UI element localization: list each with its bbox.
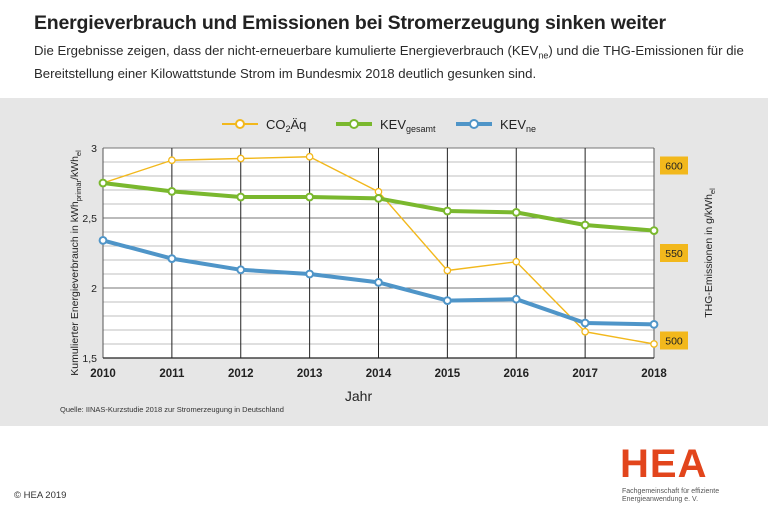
page-subtitle: Die Ergebnisse zeigen, dass der nicht-er…: [34, 42, 754, 83]
data-point: [98, 236, 108, 245]
legend-label: CO2Äq: [266, 117, 306, 134]
x-tick-label: 2016: [503, 368, 529, 380]
logo-tagline: Fachgemeinschaft für effiziente Energiea…: [622, 488, 720, 503]
data-point: [581, 327, 589, 336]
subtitle-subscript: ne: [538, 50, 549, 61]
y-tick-left: 2: [91, 283, 97, 295]
data-point: [236, 265, 246, 275]
subtitle-text-2: ) und die THG-Emissionen für die Bereits…: [34, 43, 744, 81]
data-point: [443, 266, 452, 275]
data-point: [374, 278, 383, 287]
y-tick-right: 550: [665, 248, 683, 260]
data-point: [649, 226, 659, 236]
x-tick-label: 2010: [90, 368, 116, 380]
data-point: [98, 178, 108, 188]
x-tick-label: 2012: [228, 368, 254, 380]
x-tick-label: 2011: [159, 368, 185, 380]
legend-label: KEVgesamt: [380, 117, 436, 134]
legend-swatch-marker: [235, 119, 245, 129]
data-point: [512, 257, 521, 266]
data-point: [650, 340, 658, 348]
hea-logo: HEA Fachgemeinschaft für effiziente Ener…: [620, 444, 750, 504]
copyright-text: © HEA 2019: [14, 490, 67, 501]
data-point: [305, 269, 315, 279]
source-note: Quelle: IINAS-Kurzstudie 2018 zur Strome…: [60, 405, 284, 414]
data-point: [580, 318, 590, 328]
y-tick-right: 500: [665, 336, 683, 348]
data-point: [374, 187, 383, 196]
data-point: [305, 192, 315, 202]
x-tick-label: 2014: [366, 368, 392, 380]
legend-label: KEVne: [500, 117, 536, 134]
y-tick-right-badge: [660, 156, 688, 175]
data-point: [305, 152, 314, 161]
data-point: [442, 206, 452, 216]
y-tick-right: 600: [665, 161, 683, 173]
x-tick-label: 2017: [572, 368, 598, 380]
y-tick-left: 3: [91, 143, 97, 155]
x-tick-label: 2018: [641, 368, 667, 380]
y-axis-label-right: THG-Emissionen in g/kWhel: [703, 188, 717, 318]
data-point: [374, 194, 383, 203]
data-point: [442, 296, 452, 306]
x-tick-label: 2013: [297, 368, 323, 380]
y-axis-label-left: Kumulierter Energieverbrauch in kWhprimä…: [69, 150, 83, 376]
legend-swatch-marker: [469, 119, 479, 129]
x-axis-label: Jahr: [345, 388, 373, 404]
data-point: [167, 254, 177, 264]
y-tick-right-badge: [660, 244, 688, 262]
logo-wordmark: HEA: [620, 442, 708, 486]
subtitle-text-1: Die Ergebnisse zeigen, dass der nicht-er…: [34, 43, 539, 58]
data-point: [236, 154, 245, 163]
data-point: [580, 220, 590, 230]
legend-swatch-marker: [349, 119, 359, 129]
data-point: [511, 294, 521, 304]
y-tick-left: 1,5: [82, 353, 97, 365]
data-point: [168, 156, 176, 165]
x-tick-label: 2015: [435, 368, 461, 380]
data-point: [649, 320, 659, 329]
line-chart: 1,5 2 2,5 3 500 550 600 2010 2011 2012 2013 2014 201…: [60, 117, 717, 414]
data-point: [167, 187, 177, 196]
data-point: [511, 208, 521, 217]
page-title: Energieverbrauch und Emissionen bei Stro…: [34, 12, 666, 34]
y-tick-right-badge: [660, 331, 688, 350]
y-tick-left: 2,5: [82, 213, 97, 225]
data-point: [236, 192, 246, 202]
